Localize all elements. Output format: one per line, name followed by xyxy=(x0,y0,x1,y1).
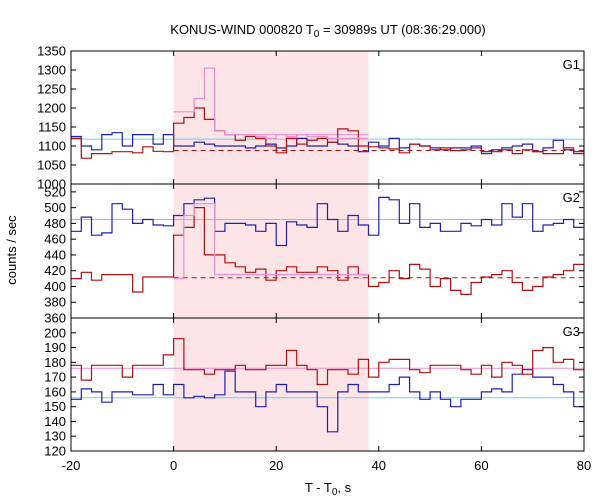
y-tick-label: 1350 xyxy=(37,44,66,59)
chart-title-main: KONUS-WIND 000820 T xyxy=(170,22,314,37)
y-tick-label: 400 xyxy=(44,279,66,294)
y-tick-label: 190 xyxy=(44,340,66,355)
y-tick-label: 170 xyxy=(44,370,66,385)
y-tick-label: 1200 xyxy=(37,101,66,116)
x-axis-label-subscript: 0 xyxy=(332,487,338,498)
x-tick-label: 20 xyxy=(269,458,283,473)
panel-frame xyxy=(70,317,585,452)
series-red-line xyxy=(71,107,584,159)
burst-interval-highlight xyxy=(173,51,369,451)
x-tick-label: -20 xyxy=(62,458,81,473)
panel-g3: G3 xyxy=(71,324,584,433)
y-tick-label: 150 xyxy=(44,399,66,414)
y-axis-label: counts / sec xyxy=(4,215,19,285)
y-tick-label: 120 xyxy=(44,444,66,459)
series-red-line xyxy=(71,338,584,386)
x-tick-label: 80 xyxy=(577,458,591,473)
y-tick-label: 200 xyxy=(44,325,66,340)
x-axis-label-main: T - T xyxy=(305,480,332,495)
x-axis-label-rest: , s xyxy=(337,480,351,495)
frames-layer xyxy=(70,50,585,452)
y-tick-label: 1300 xyxy=(37,63,66,78)
chart-title: KONUS-WIND 000820 T0 = 30989s UT (08:36:… xyxy=(170,22,485,40)
y-tick-label: 440 xyxy=(44,247,66,262)
y-tick-label: 1000 xyxy=(37,177,66,192)
x-tick-label: 0 xyxy=(170,458,177,473)
x-tick-label: 60 xyxy=(474,458,488,473)
y-tick-label: 480 xyxy=(44,216,66,231)
y-tick-label: 1100 xyxy=(38,139,66,154)
y-tick-label: 460 xyxy=(44,232,66,247)
y-tick-label: 1250 xyxy=(37,82,66,97)
y-tick-label: 520 xyxy=(44,184,66,199)
y-axis-g1: 1000 1050 1100 1150 1200 1250 1300 1350 xyxy=(37,44,585,192)
series-blue-line xyxy=(71,132,584,153)
series-pink-line xyxy=(173,67,369,139)
y-tick-label: 1150 xyxy=(38,120,66,135)
y-tick-label: 180 xyxy=(44,355,66,370)
y-tick-label: 360 xyxy=(44,311,66,326)
series-pink-line xyxy=(173,203,369,280)
y-tick-label: 140 xyxy=(44,414,66,429)
panels-layer: G1 G2 G3 xyxy=(71,57,584,433)
x-axis: -20 0 20 40 60 80 xyxy=(62,458,592,473)
y-tick-label: 130 xyxy=(44,429,66,444)
series-blue-line xyxy=(71,196,584,247)
panel-g1: G1 xyxy=(71,57,584,159)
x-axis-label: T - T0, s xyxy=(305,480,352,498)
y-tick-label: 1050 xyxy=(37,158,66,173)
x-tick-label: 40 xyxy=(372,458,386,473)
panel-label-g1: G1 xyxy=(563,57,580,72)
panel-g2: G2 xyxy=(71,190,584,295)
y-tick-label: 160 xyxy=(44,384,66,399)
series-red-line xyxy=(71,207,584,295)
panel-label-g2: G2 xyxy=(563,190,580,205)
panel-label-g3: G3 xyxy=(563,324,580,339)
axes-layer: 1000105011001150120012501300135036038040… xyxy=(37,44,591,474)
y-tick-label: 380 xyxy=(44,295,66,310)
y-tick-label: 500 xyxy=(44,200,66,215)
series-blue-line xyxy=(71,369,584,433)
chart-title-subscript: 0 xyxy=(314,29,320,40)
y-tick-label: 420 xyxy=(44,263,66,278)
chart-title-rest: = 30989s UT (08:36:29.000) xyxy=(319,22,485,37)
